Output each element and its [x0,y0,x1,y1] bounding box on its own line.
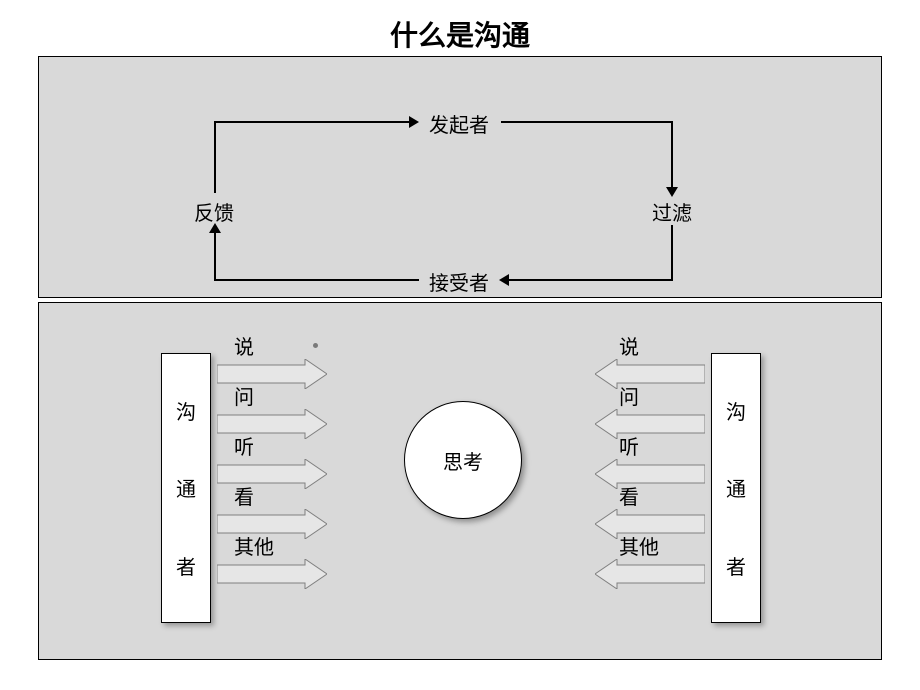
bottom-panel: 沟 通 者 沟 通 者 思考 说问听看其他 说问听看其他 [38,302,882,660]
right-channel-label: 看 [619,481,639,510]
left-channel-label: 说 [234,331,254,360]
right-channel-label: 说 [619,331,639,360]
node-initiator: 发起者 [429,109,489,138]
arrow-to-initiator-icon [409,116,419,128]
right-channel-label: 问 [619,381,639,410]
right-actor-box: 沟 通 者 [711,353,761,623]
right-actor-char-1: 沟 [726,396,746,425]
right-arrow-icon [217,559,327,589]
arrow-to-filter-icon [666,187,678,197]
node-filter: 过滤 [652,197,692,226]
cycle-edge-top [214,121,409,123]
left-actor-char-2: 通 [176,473,196,502]
cycle-edge-bottom [509,279,673,281]
center-think-label: 思考 [443,446,483,475]
right-actor-char-2: 通 [726,473,746,502]
cycle-edge-bottom-left [214,279,419,281]
left-channel-label: 看 [234,481,254,510]
right-channel-label: 其他 [619,531,659,560]
cycle-edge-up-to-feedback [214,233,216,281]
right-actor-char-3: 者 [726,551,746,580]
cycle-edge-top-right [501,121,673,123]
page-title: 什么是沟通 [0,0,920,60]
node-feedback: 反馈 [194,197,234,226]
left-arrow-icon [595,459,705,489]
page-indicator-icon [313,343,318,348]
cycle-edge-up-left [214,121,216,193]
left-actor-box: 沟 通 者 [161,353,211,623]
center-think-circle: 思考 [404,401,522,519]
left-channel-label: 其他 [234,531,274,560]
arrow-to-receiver-icon [499,274,509,286]
left-arrow-icon [595,559,705,589]
left-actor-char-1: 沟 [176,396,196,425]
top-cycle-panel: 发起者 过滤 接受者 反馈 [38,56,882,298]
cycle-edge-down-right [671,225,673,279]
cycle-edge-right-down [671,121,673,187]
right-channel-label: 听 [619,431,639,460]
left-actor-char-3: 者 [176,551,196,580]
node-receiver: 接受者 [429,267,489,296]
left-channel-label: 听 [234,431,254,460]
left-arrow-icon [595,359,705,389]
left-arrow-icon [595,409,705,439]
arrow-to-feedback-icon [209,223,221,233]
left-channel-label: 问 [234,381,254,410]
